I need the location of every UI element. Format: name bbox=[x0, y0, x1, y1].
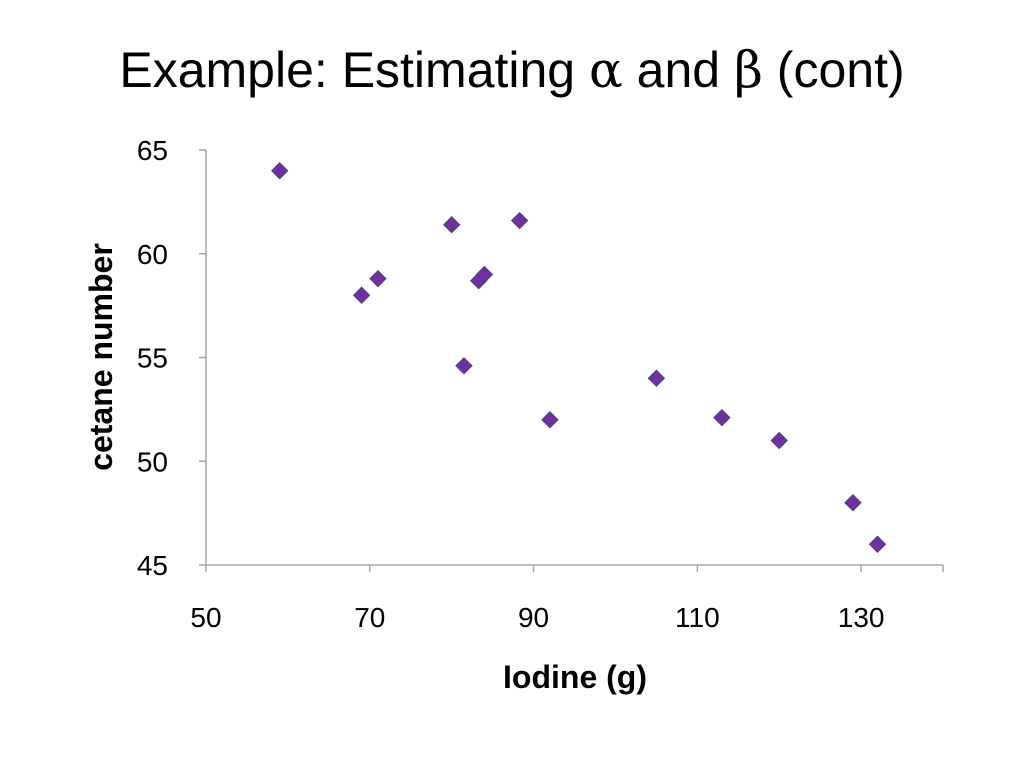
x-axis-title: Iodine (g) bbox=[503, 659, 647, 695]
y-tick-label: 45 bbox=[137, 550, 168, 581]
chart-axes bbox=[199, 149, 944, 572]
x-tick-label: 110 bbox=[675, 602, 720, 633]
data-point bbox=[455, 357, 473, 375]
chart-points bbox=[270, 162, 887, 553]
x-tick-label: 70 bbox=[354, 602, 385, 633]
alpha-symbol: α bbox=[589, 41, 623, 99]
x-tick-label: 90 bbox=[518, 602, 549, 633]
data-point bbox=[475, 265, 494, 284]
data-point bbox=[713, 408, 731, 427]
data-point bbox=[510, 211, 529, 230]
chart-tick-labels: 45 50 55 60 65 50 70 90 110 130 bbox=[137, 135, 885, 633]
data-point bbox=[541, 411, 559, 429]
data-point bbox=[868, 535, 887, 553]
title-suffix: (cont) bbox=[762, 42, 905, 98]
slide-title: Example: Estimating α and β (cont) bbox=[0, 30, 1024, 110]
data-point bbox=[352, 286, 371, 304]
data-point bbox=[442, 215, 461, 234]
y-tick-label: 50 bbox=[137, 446, 168, 477]
title-prefix: Example: Estimating bbox=[119, 42, 590, 98]
y-tick-label: 65 bbox=[137, 135, 168, 166]
title-and: and bbox=[622, 42, 734, 98]
data-point bbox=[369, 269, 387, 288]
x-tick-label: 130 bbox=[838, 602, 885, 633]
y-tick-label: 60 bbox=[137, 239, 168, 270]
data-point bbox=[647, 369, 666, 387]
data-point bbox=[270, 162, 289, 180]
beta-symbol: β bbox=[734, 41, 763, 99]
x-tick-label: 50 bbox=[190, 602, 221, 633]
y-tick-label: 55 bbox=[137, 343, 168, 374]
y-axis-title: cetane number bbox=[83, 243, 119, 471]
data-point bbox=[844, 494, 862, 512]
data-point bbox=[770, 431, 788, 450]
